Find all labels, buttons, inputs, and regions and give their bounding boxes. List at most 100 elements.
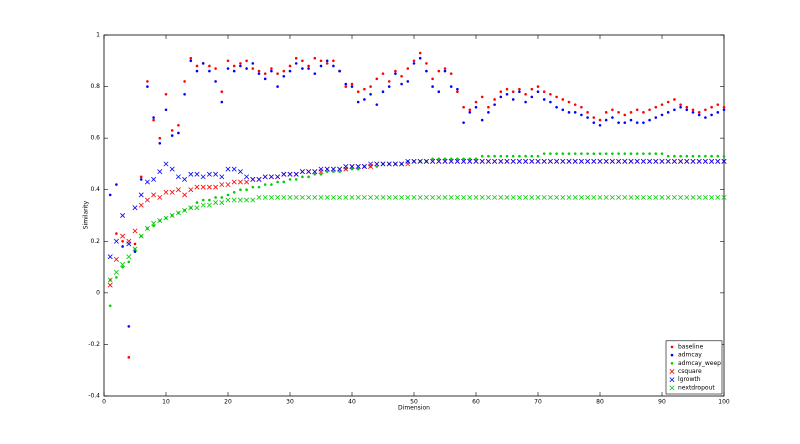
marker-dot xyxy=(635,152,639,155)
marker-x xyxy=(275,174,281,180)
marker-dot xyxy=(722,105,726,109)
marker-dot xyxy=(400,82,403,86)
marker-dot xyxy=(363,87,366,91)
marker-dot xyxy=(666,111,670,114)
marker-x xyxy=(169,166,175,172)
marker-x xyxy=(609,194,615,200)
marker-dot xyxy=(598,152,602,155)
marker-dot xyxy=(623,152,627,155)
marker-x xyxy=(194,205,200,211)
marker-dot xyxy=(418,56,422,60)
marker-dot xyxy=(604,111,608,114)
x-tick-label: 10 xyxy=(162,399,170,406)
marker-dot xyxy=(679,154,682,158)
marker-dot xyxy=(462,105,465,109)
marker-x xyxy=(120,262,126,267)
marker-dot xyxy=(108,304,112,308)
marker-dot xyxy=(195,64,199,68)
marker-dot xyxy=(226,59,230,63)
marker-dot xyxy=(133,250,137,253)
marker-dot xyxy=(208,198,211,202)
marker-dot xyxy=(270,67,273,70)
marker-dot xyxy=(270,69,273,73)
marker-x xyxy=(547,158,553,164)
marker-dot xyxy=(288,178,292,181)
x-tick-label: 80 xyxy=(596,399,604,406)
marker-x xyxy=(330,194,336,200)
marker-dot xyxy=(313,72,317,75)
marker-dot xyxy=(685,105,689,109)
marker-dot xyxy=(208,64,211,68)
marker-dot xyxy=(146,80,149,83)
marker-x xyxy=(498,194,504,200)
marker-dot xyxy=(493,98,496,101)
marker-x xyxy=(669,369,675,374)
marker-dot xyxy=(567,100,571,104)
y-tick-label: 0.8 xyxy=(90,83,100,90)
marker-x xyxy=(337,166,343,172)
marker-dot xyxy=(189,59,193,63)
marker-x xyxy=(504,158,510,164)
marker-dot xyxy=(549,100,552,104)
marker-x xyxy=(423,194,429,200)
marker-dot xyxy=(654,116,658,119)
marker-dot xyxy=(487,154,490,158)
marker-dot xyxy=(722,108,726,112)
marker-dot xyxy=(282,69,286,73)
marker-dot xyxy=(592,121,596,124)
legend-box xyxy=(665,340,723,395)
marker-x xyxy=(529,158,535,164)
marker-x xyxy=(293,171,299,177)
marker-x xyxy=(206,184,212,190)
marker-x xyxy=(647,158,653,164)
marker-dot xyxy=(183,80,186,83)
marker-x xyxy=(690,194,696,200)
marker-dot xyxy=(387,80,391,83)
marker-x xyxy=(628,194,634,200)
marker-dot xyxy=(220,90,224,94)
marker-dot xyxy=(294,62,298,65)
legend-label: lgrowth xyxy=(678,376,701,383)
marker-x xyxy=(467,194,473,200)
marker-x xyxy=(684,158,690,164)
marker-dot xyxy=(400,74,403,78)
marker-dot xyxy=(226,193,230,197)
marker-x xyxy=(702,158,708,164)
marker-dot xyxy=(139,175,143,179)
marker-x xyxy=(244,197,250,203)
marker-x xyxy=(163,161,169,167)
marker-dot xyxy=(518,87,521,91)
marker-dot xyxy=(115,232,118,235)
marker-x xyxy=(535,158,541,164)
marker-dot xyxy=(245,188,248,192)
marker-x xyxy=(318,166,324,172)
marker-x xyxy=(399,194,405,200)
marker-x xyxy=(237,169,243,175)
marker-dot xyxy=(456,157,459,161)
marker-dot xyxy=(338,170,341,173)
marker-x xyxy=(200,202,206,208)
marker-x xyxy=(312,194,318,200)
marker-x xyxy=(591,194,597,200)
marker-x xyxy=(262,194,268,200)
marker-x xyxy=(231,197,237,203)
marker-dot xyxy=(679,105,682,109)
marker-x xyxy=(287,194,293,200)
marker-x xyxy=(473,194,479,200)
marker-x xyxy=(237,197,243,203)
marker-dot xyxy=(493,103,496,106)
marker-dot xyxy=(220,196,224,199)
marker-dot xyxy=(536,90,540,94)
marker-x xyxy=(250,176,256,182)
y-tick-label: 0.4 xyxy=(90,186,100,193)
marker-dot xyxy=(158,142,162,145)
marker-x xyxy=(330,166,336,172)
marker-dot xyxy=(307,64,310,68)
marker-dot xyxy=(263,183,267,186)
marker-dot xyxy=(598,118,602,122)
marker-x xyxy=(721,194,727,200)
marker-x xyxy=(157,218,163,224)
marker-x xyxy=(157,194,163,200)
marker-x xyxy=(374,161,380,167)
marker-dot xyxy=(251,62,255,65)
